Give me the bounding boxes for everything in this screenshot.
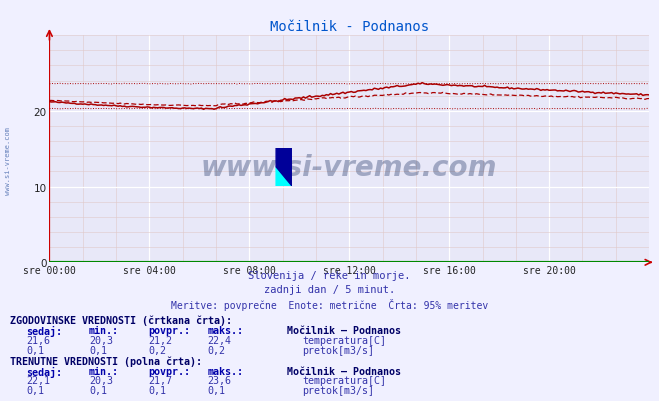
Text: 20,3: 20,3 [89,375,113,385]
Text: 0,1: 0,1 [89,385,107,395]
Text: povpr.:: povpr.: [148,326,190,336]
Polygon shape [276,148,292,186]
Text: 23,6: 23,6 [208,375,231,385]
Text: Slovenija / reke in morje.: Slovenija / reke in morje. [248,271,411,281]
Text: 22,1: 22,1 [26,375,50,385]
Text: 0,1: 0,1 [26,385,44,395]
Text: 22,4: 22,4 [208,335,231,345]
Text: 0,2: 0,2 [148,345,166,355]
Text: sedaj:: sedaj: [26,366,63,377]
Text: Meritve: povprečne  Enote: metrične  Črta: 95% meritev: Meritve: povprečne Enote: metrične Črta:… [171,299,488,311]
Text: ZGODOVINSKE VREDNOSTI (črtkana črta):: ZGODOVINSKE VREDNOSTI (črtkana črta): [10,315,232,325]
Text: www.si-vreme.com: www.si-vreme.com [201,154,498,182]
Text: Močilnik – Podnanos: Močilnik – Podnanos [287,326,401,336]
Text: 21,7: 21,7 [148,375,172,385]
Text: temperatura[C]: temperatura[C] [302,335,386,345]
Text: 0,1: 0,1 [89,345,107,355]
Text: sedaj:: sedaj: [26,326,63,336]
Text: 21,6: 21,6 [26,335,50,345]
Text: pretok[m3/s]: pretok[m3/s] [302,385,374,395]
Text: 0,1: 0,1 [148,385,166,395]
Text: zadnji dan / 5 minut.: zadnji dan / 5 minut. [264,285,395,295]
Text: maks.:: maks.: [208,326,244,336]
Text: TRENUTNE VREDNOSTI (polna črta):: TRENUTNE VREDNOSTI (polna črta): [10,356,202,367]
Text: temperatura[C]: temperatura[C] [302,375,386,385]
Text: maks.:: maks.: [208,366,244,376]
Text: 20,3: 20,3 [89,335,113,345]
Title: Močilnik - Podnanos: Močilnik - Podnanos [270,20,429,34]
Text: Močilnik – Podnanos: Močilnik – Podnanos [287,366,401,376]
Text: 0,1: 0,1 [26,345,44,355]
Text: 0,2: 0,2 [208,345,225,355]
Text: www.si-vreme.com: www.si-vreme.com [5,126,11,194]
Text: min.:: min.: [89,326,119,336]
Text: povpr.:: povpr.: [148,366,190,376]
Text: 0,1: 0,1 [208,385,225,395]
Polygon shape [276,168,292,186]
Text: 21,2: 21,2 [148,335,172,345]
Text: min.:: min.: [89,366,119,376]
Text: pretok[m3/s]: pretok[m3/s] [302,345,374,355]
